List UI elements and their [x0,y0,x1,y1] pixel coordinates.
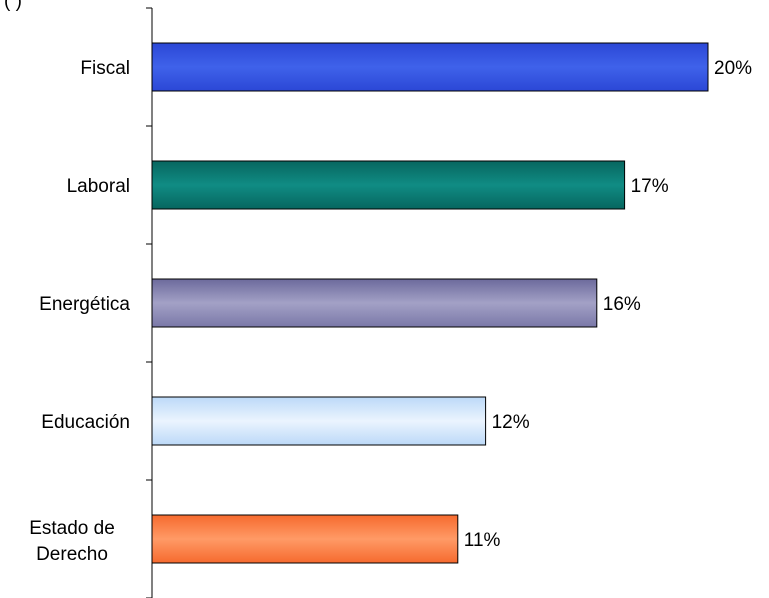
value-label-educacion: 12% [492,412,530,433]
value-label-estado-de-derecho: 11% [464,530,501,551]
bar-estado-de-derecho [151,514,459,564]
bar-energetica [151,278,598,328]
value-label-laboral: 17% [631,176,669,197]
value-labels: 20% 17% 16% 12% 11% [464,58,752,551]
bar-educacion [151,396,487,446]
bars-group [151,42,709,564]
category-label-estado-de-derecho: Estado de Derecho [29,518,115,565]
bar-laboral [151,160,626,210]
category-label-educacion: Educación [41,412,130,433]
value-label-energetica: 16% [603,294,641,315]
category-label-laboral: Laboral [67,176,130,197]
bar-fiscal [151,42,709,92]
category-label-fiscal: Fiscal [80,58,130,79]
value-label-fiscal: 20% [714,58,752,79]
header-partial-text: ( ) [4,0,22,12]
category-label-energetica: Energética [39,294,130,315]
y-axis-ticks [146,7,152,598]
category-labels: Fiscal Laboral Energética Educación Estado d… [29,58,130,565]
